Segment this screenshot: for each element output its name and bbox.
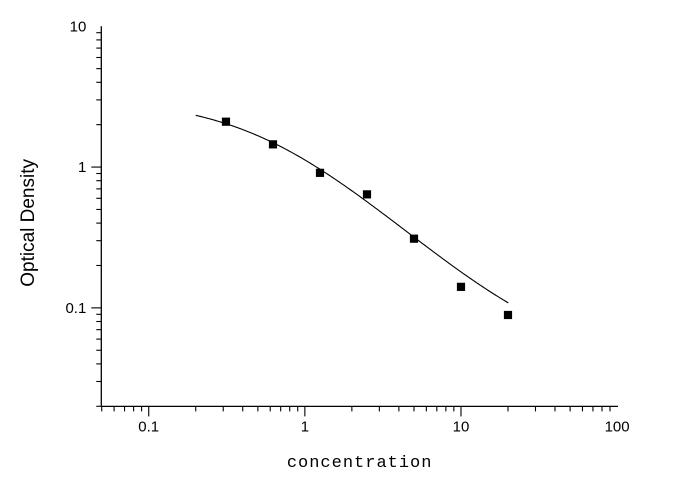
svg-text:10: 10 [70,18,87,35]
svg-text:1: 1 [301,418,309,435]
svg-text:10: 10 [453,418,470,435]
svg-text:0.1: 0.1 [65,300,86,317]
svg-text:0.1: 0.1 [138,418,159,435]
svg-text:1: 1 [78,159,86,176]
svg-text:100: 100 [605,418,630,435]
